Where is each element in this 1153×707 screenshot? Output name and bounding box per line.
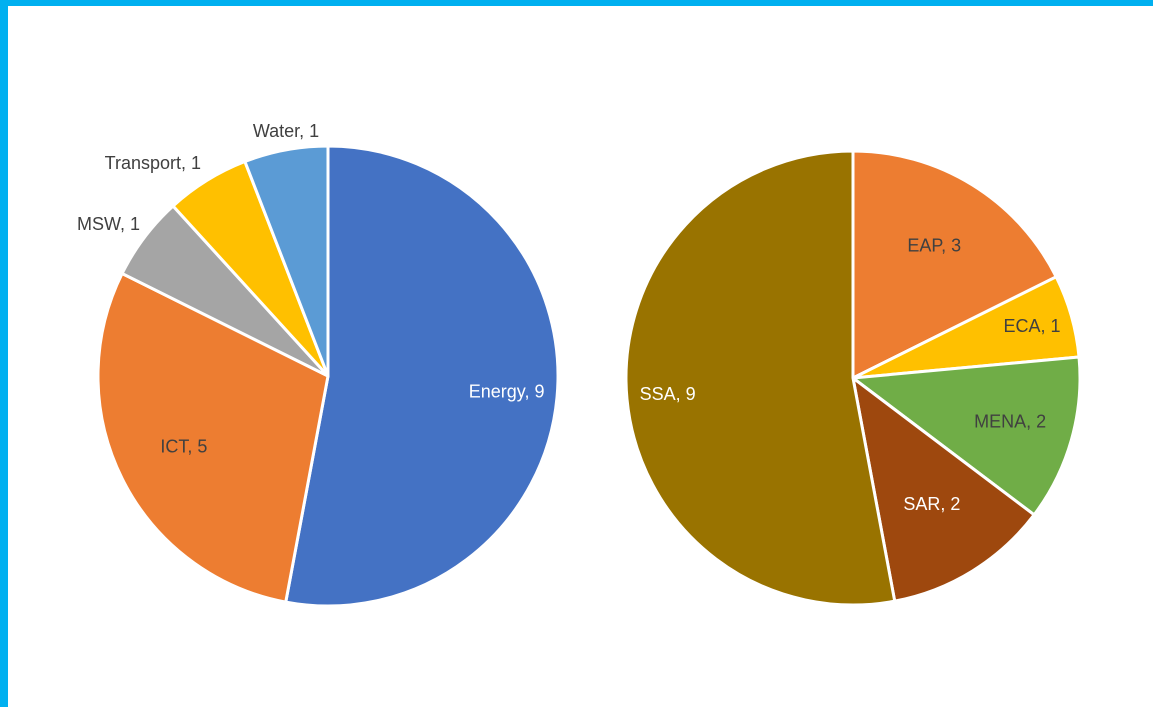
pie-slice-water xyxy=(243,144,330,378)
pie-slice-eap xyxy=(851,149,1058,380)
pie-slice-ict xyxy=(96,271,330,604)
pie-label-energy: Energy, 9 xyxy=(469,381,545,401)
pie-label-eap: EAP, 3 xyxy=(907,236,961,256)
pie-label-mena: MENA, 2 xyxy=(974,411,1046,431)
pie-slice-mena xyxy=(851,355,1082,517)
pie-slice-ssa xyxy=(624,149,897,607)
pie-label-ict: ICT, 5 xyxy=(160,437,207,457)
region-pie-chart: EAP, 3 ECA, 1 MENA, 2 SAR, 2 SSA, 9 xyxy=(624,149,1082,607)
pie-label-water: Water, 1 xyxy=(253,121,319,141)
pie-label-eca: ECA, 1 xyxy=(1004,316,1061,336)
charts-canvas: Energy, 9 ICT, 5 MSW, 1 Transport, 1 Water, … xyxy=(77,121,1082,608)
pie-label-sar: SAR, 2 xyxy=(903,494,960,514)
pie-label-transport: Transport, 1 xyxy=(105,153,201,173)
pie-slice-energy xyxy=(284,144,560,608)
pie-slice-sar xyxy=(851,376,1036,603)
sector-pie-chart: Energy, 9 ICT, 5 MSW, 1 Transport, 1 Water, … xyxy=(77,121,560,608)
pie-label-msw: MSW, 1 xyxy=(77,214,140,234)
pie-label-ssa: SSA, 9 xyxy=(640,384,696,404)
